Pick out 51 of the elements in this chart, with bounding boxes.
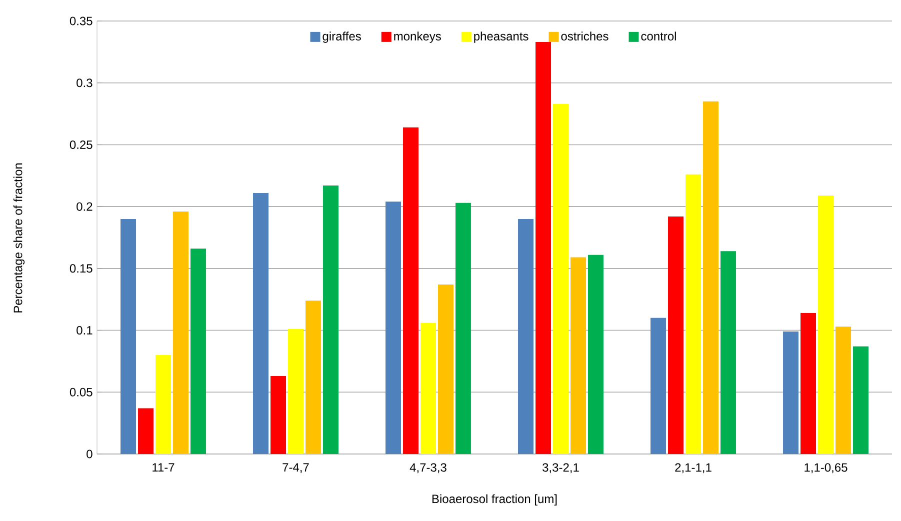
bar (120, 218, 136, 454)
bar (835, 326, 851, 454)
bar (270, 376, 286, 454)
x-tick-label: 2,1-1,1 (675, 463, 712, 474)
bar (288, 329, 304, 454)
y-axis-title: Percentage share of fraction (13, 163, 25, 312)
bar (420, 322, 436, 454)
bar (553, 104, 568, 454)
bar (800, 312, 816, 454)
bar (156, 355, 171, 454)
bar (536, 42, 552, 454)
x-tick-label: 3,3-2,1 (542, 463, 579, 474)
bar (852, 346, 868, 454)
x-axis-title: Bioaerosol fraction [um] (432, 494, 557, 506)
y-tick-label: 0.35 (70, 16, 92, 26)
x-tick-label: 4,7-3,3 (410, 463, 446, 474)
legend-label: ostriches (561, 32, 608, 40)
y-tick-label: 0.1 (76, 326, 92, 335)
bar (783, 332, 799, 454)
y-tick-label: 0.05 (70, 388, 92, 396)
y-tick-label: 0 (86, 450, 92, 458)
y-tick-label: 0.2 (76, 202, 92, 211)
bar (650, 318, 666, 454)
bar (305, 300, 321, 454)
legend-label: control (641, 32, 676, 40)
y-tick-label: 0.25 (70, 140, 92, 149)
bar (172, 212, 188, 454)
bar (403, 127, 419, 454)
bar (818, 195, 834, 454)
x-tick-label: 11-7 (152, 463, 174, 472)
bar (386, 202, 402, 454)
bar (686, 174, 701, 454)
legend-label: pheasants (474, 32, 528, 43)
bar (702, 101, 718, 454)
bar (138, 408, 154, 454)
legend-label: monkeys (394, 32, 441, 43)
bar (455, 202, 471, 454)
y-tick-label: 0.15 (70, 264, 92, 273)
bar (253, 192, 269, 454)
bar (190, 248, 206, 454)
legend-label: giraffes (322, 32, 361, 43)
bar (588, 254, 604, 454)
x-tick-label: 7-4,7 (282, 463, 309, 473)
y-tick-label: 0.3 (76, 78, 92, 88)
x-tick-label: 1,1-0,65 (804, 463, 848, 474)
bar (668, 216, 684, 454)
bar (438, 284, 454, 454)
bar (570, 257, 586, 454)
bar (322, 186, 338, 454)
bar (518, 218, 534, 454)
bar (720, 251, 736, 454)
